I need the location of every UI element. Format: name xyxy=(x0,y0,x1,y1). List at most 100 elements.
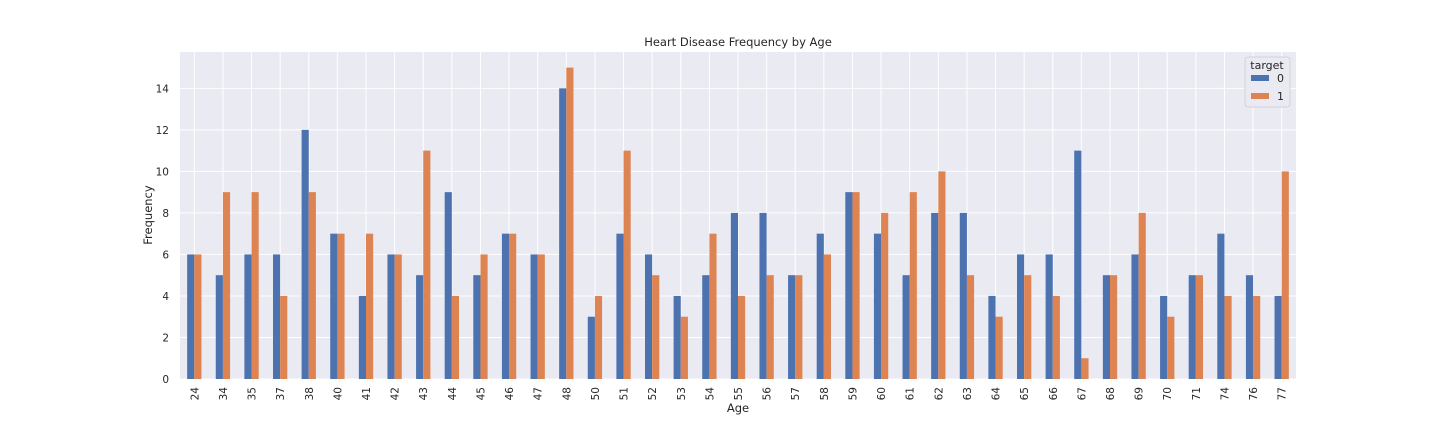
x-tick-label: 53 xyxy=(676,387,688,400)
x-tick-label: 70 xyxy=(1162,387,1174,400)
bar-0-54 xyxy=(702,275,710,379)
bar-1-48 xyxy=(566,67,574,380)
bar-0-42 xyxy=(387,254,395,379)
bar-0-43 xyxy=(416,275,424,379)
bar-0-38 xyxy=(301,129,309,379)
legend-label-0: 0 xyxy=(1277,72,1284,85)
legend-title: target xyxy=(1250,59,1284,72)
bar-0-35 xyxy=(244,254,252,379)
x-tick-label: 74 xyxy=(1219,387,1231,401)
bar-1-43 xyxy=(423,150,431,379)
bar-1-68 xyxy=(1110,275,1118,379)
bar-0-68 xyxy=(1102,275,1110,379)
bar-0-65 xyxy=(1017,254,1025,379)
bar-0-76 xyxy=(1245,275,1254,379)
x-tick-label: 58 xyxy=(819,387,831,400)
bar-0-77 xyxy=(1274,295,1282,379)
x-tick-label: 47 xyxy=(533,387,545,400)
bar-0-67 xyxy=(1074,150,1082,379)
bar-1-66 xyxy=(1052,295,1060,379)
bar-1-51 xyxy=(623,150,631,379)
bar-0-56 xyxy=(759,212,767,379)
bar-0-50 xyxy=(587,316,595,379)
bar-1-54 xyxy=(709,233,717,379)
bar-1-77 xyxy=(1281,171,1289,379)
bar-0-74 xyxy=(1217,233,1225,379)
bar-1-34 xyxy=(222,192,231,379)
x-tick-label: 71 xyxy=(1191,387,1203,400)
legend-swatch-0 xyxy=(1251,75,1269,81)
bar-0-51 xyxy=(616,233,624,379)
x-tick-label: 61 xyxy=(905,387,917,400)
y-tick-label: 8 xyxy=(162,208,169,220)
bar-1-40 xyxy=(337,233,345,379)
x-tick-label: 62 xyxy=(933,387,945,400)
bar-0-62 xyxy=(931,212,939,379)
bar-0-61 xyxy=(902,275,910,379)
x-tick-label: 57 xyxy=(790,387,802,400)
bar-0-55 xyxy=(730,212,738,379)
bar-0-46 xyxy=(501,233,510,379)
bar-0-47 xyxy=(530,254,538,379)
bar-1-52 xyxy=(652,275,660,379)
bar-1-71 xyxy=(1195,275,1203,379)
bar-1-47 xyxy=(537,254,545,379)
bar-0-48 xyxy=(559,88,567,379)
legend-swatch-1 xyxy=(1251,93,1269,99)
x-tick-label: 65 xyxy=(1019,387,1031,400)
y-tick-label: 2 xyxy=(162,332,169,344)
bar-1-37 xyxy=(280,295,288,379)
bar-1-65 xyxy=(1024,275,1032,379)
x-tick-label: 66 xyxy=(1048,387,1060,401)
x-tick-label: 46 xyxy=(504,387,516,401)
x-tick-label: 45 xyxy=(475,387,487,400)
x-tick-labels: 24 34 35 37 38 40 41 42 43 44 45 46 47 48 50 51 52 53 54 55… xyxy=(189,387,1288,401)
x-tick-label: 56 xyxy=(762,387,774,401)
y-tick-label: 10 xyxy=(156,166,169,178)
x-tick-label: 60 xyxy=(876,387,888,400)
bar-0-40 xyxy=(330,233,338,379)
bar-1-64 xyxy=(995,316,1003,379)
bar-0-37 xyxy=(273,254,281,379)
bar-0-45 xyxy=(473,275,481,379)
bar-0-57 xyxy=(788,275,796,379)
y-axis-label: Frequency xyxy=(141,185,155,245)
bar-0-70 xyxy=(1160,295,1168,379)
y-tick-label: 6 xyxy=(162,249,169,261)
x-tick-label: 55 xyxy=(733,387,745,400)
x-tick-label: 38 xyxy=(304,387,316,400)
x-tick-label: 42 xyxy=(390,387,402,400)
bar-1-53 xyxy=(680,316,688,379)
bar-0-60 xyxy=(873,233,882,379)
legend-label-1: 1 xyxy=(1277,90,1284,103)
bar-1-38 xyxy=(308,192,316,379)
bar-0-58 xyxy=(816,233,824,379)
bar-1-55 xyxy=(738,295,746,379)
x-tick-label: 52 xyxy=(647,387,659,400)
y-tick-label: 12 xyxy=(156,125,169,137)
x-tick-label: 76 xyxy=(1248,387,1260,401)
bar-1-58 xyxy=(823,254,831,379)
bar-1-74 xyxy=(1224,295,1232,379)
x-tick-label: 24 xyxy=(189,387,201,401)
bar-1-59 xyxy=(852,192,860,379)
bar-0-63 xyxy=(959,212,967,379)
bar-1-35 xyxy=(251,192,259,379)
bar-0-66 xyxy=(1045,254,1053,379)
bar-0-34 xyxy=(215,275,223,379)
x-tick-label: 35 xyxy=(247,387,259,400)
bar-0-44 xyxy=(444,192,452,379)
x-tick-label: 44 xyxy=(447,387,459,401)
bar-1-63 xyxy=(966,275,975,379)
bar-1-42 xyxy=(394,254,402,379)
x-tick-label: 48 xyxy=(561,387,573,400)
bar-0-59 xyxy=(845,192,853,379)
x-tick-label: 37 xyxy=(275,387,287,400)
bar-1-69 xyxy=(1138,212,1146,379)
bar-0-64 xyxy=(988,295,996,379)
x-tick-label: 59 xyxy=(847,387,859,400)
y-tick-label: 14 xyxy=(156,83,170,95)
legend: target 0 1 xyxy=(1244,56,1291,108)
bar-0-71 xyxy=(1188,275,1196,379)
